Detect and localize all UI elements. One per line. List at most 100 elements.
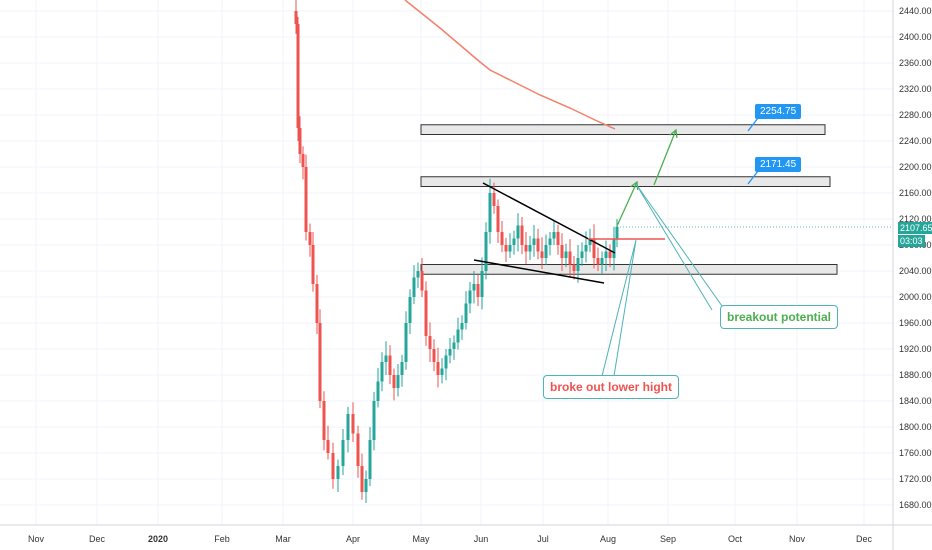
candle: [560, 233, 564, 271]
zone-label-upper: 2254.75: [755, 104, 802, 119]
candle: [464, 291, 468, 330]
candle-body: [532, 238, 536, 245]
candle-body: [322, 401, 326, 440]
x-tick-label: May: [412, 534, 430, 544]
candle-body: [600, 258, 604, 265]
candle-body: [318, 323, 322, 401]
x-tick-label: Jun: [474, 534, 489, 544]
candle-body: [612, 238, 616, 258]
x-tick-label: Jul: [537, 534, 549, 544]
candle: [420, 258, 424, 297]
x-tick-label: 2020: [148, 534, 168, 544]
candle: [476, 274, 480, 307]
candle: [540, 237, 544, 270]
annotation-broke-out-lower-hight: broke out lower hight: [543, 375, 679, 399]
candle-body: [315, 284, 319, 323]
candle: [404, 311, 408, 370]
y-tick-label: 2400.00: [899, 32, 932, 42]
y-tick-label: 1800.00: [899, 422, 932, 432]
candle: [460, 315, 464, 340]
candle: [424, 281, 428, 346]
x-tick-label: Dec: [856, 534, 873, 544]
candle-body: [372, 401, 376, 440]
y-tick-label: 2360.00: [899, 58, 932, 68]
candle-body: [428, 336, 432, 349]
candle-body: [311, 245, 315, 284]
candle: [556, 224, 560, 255]
candle-body: [456, 329, 460, 343]
y-tick-label: 2440.00: [899, 6, 932, 16]
candle-body: [408, 297, 412, 323]
candle-body: [452, 342, 456, 349]
candle-body: [400, 362, 404, 375]
candle: [500, 220, 504, 253]
candle-body: [560, 245, 564, 258]
candle-body: [520, 225, 524, 245]
candle: [436, 347, 440, 388]
x-tick-label: Dec: [89, 534, 106, 544]
candle: [548, 232, 552, 256]
callout-pointer-breakout: [635, 183, 723, 311]
candle: [440, 358, 444, 384]
candle-body: [436, 362, 440, 375]
candle-body: [416, 271, 420, 278]
candle-body: [604, 251, 608, 258]
candle-body: [500, 232, 504, 245]
candlesticks: [294, 0, 619, 504]
candle-body: [552, 232, 556, 239]
candle-body: [304, 167, 308, 232]
candle: [576, 245, 580, 283]
candle-body: [564, 251, 568, 258]
candle: [341, 428, 345, 476]
y-tick-label: 2000.00: [899, 292, 932, 302]
candle-body: [508, 245, 512, 252]
candle-body: [346, 414, 350, 440]
countdown-flag: 03:03: [898, 235, 925, 247]
candle-body: [472, 284, 476, 291]
candle: [380, 352, 384, 392]
ma-line: [404, 0, 616, 130]
candle-body: [356, 433, 360, 466]
arrow-to-middle-zone: [616, 181, 638, 227]
candle-body: [460, 323, 464, 330]
candle-body: [615, 226, 619, 239]
candle-body: [592, 238, 596, 258]
candle: [326, 425, 330, 460]
y-tick-label: 2160.00: [899, 188, 932, 198]
candle: [568, 239, 572, 277]
triangle-lower-line: [473, 259, 605, 284]
candle: [516, 213, 520, 252]
candle: [472, 271, 476, 304]
candle-body: [294, 11, 298, 24]
zone-label-pointer-middle: [747, 170, 759, 185]
candle-body: [376, 381, 380, 401]
y-tick-label: 2120.00: [899, 214, 932, 224]
arrow-to-upper-zone: [653, 129, 677, 186]
y-tick-label: 1920.00: [899, 344, 932, 354]
candle-body: [556, 232, 560, 245]
candle-body: [492, 193, 496, 206]
candle-body: [326, 440, 330, 453]
candle: [400, 354, 404, 387]
candle: [304, 154, 308, 241]
last-price-flag: 2107.65: [898, 222, 932, 234]
candle: [604, 240, 608, 271]
candle: [512, 230, 516, 255]
y-tick-label: 1880.00: [899, 370, 932, 380]
x-tick-label: Mar: [275, 534, 291, 544]
callout-pointer-lower-hight: [601, 239, 637, 377]
candle: [612, 226, 616, 271]
candle-body: [540, 251, 544, 258]
candle: [298, 116, 302, 164]
candle: [468, 282, 472, 314]
candle-body: [440, 368, 444, 375]
candle-body: [336, 466, 340, 479]
candle: [484, 222, 488, 280]
candle: [544, 234, 548, 266]
candle-body: [524, 245, 528, 252]
y-tick-label: 1760.00: [899, 448, 932, 458]
x-tick-label: Sep: [660, 534, 676, 544]
y-tick-label: 1840.00: [899, 396, 932, 406]
